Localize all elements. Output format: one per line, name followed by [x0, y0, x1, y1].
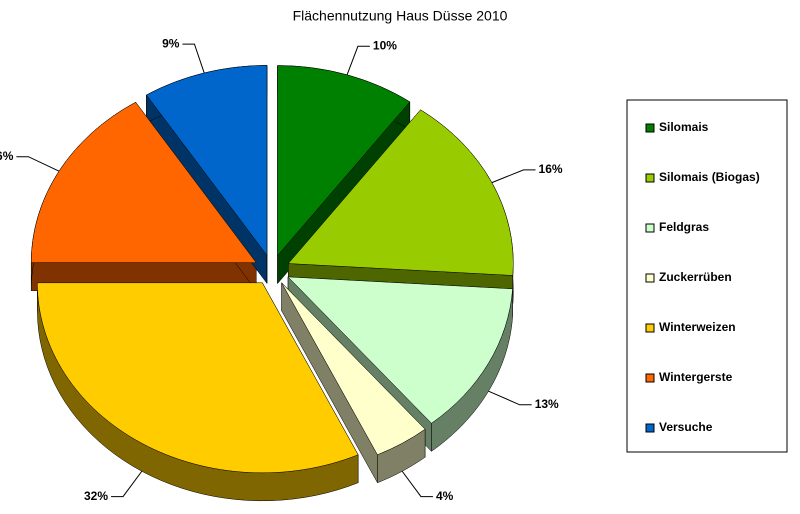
legend-label: Wintergerste	[659, 370, 733, 384]
legend-label: Versuche	[659, 420, 713, 434]
legend-swatch	[645, 223, 655, 233]
legend-swatch	[645, 423, 655, 433]
pie-slice	[277, 65, 411, 257]
legend-label: Silomais (Biogas)	[659, 170, 760, 184]
pie-slice	[30, 101, 257, 263]
leader-line	[111, 470, 143, 498]
legend-label: Winterweizen	[659, 320, 736, 334]
pie-slice	[37, 282, 359, 474]
chart-title: Flächennutzung Haus Düsse 2010	[293, 8, 508, 24]
leader-line	[346, 45, 370, 76]
data-label: 16%	[539, 162, 563, 176]
leader-line	[16, 156, 60, 172]
legend-swatch	[645, 323, 655, 333]
leader-line	[401, 470, 433, 498]
data-label: 32%	[84, 489, 108, 503]
pie-slice	[281, 282, 426, 456]
leader-line	[182, 43, 205, 74]
legend-swatch	[645, 373, 655, 383]
legend-swatch	[645, 173, 655, 183]
pie-slice	[287, 276, 513, 424]
leader-line	[491, 169, 536, 184]
legend-label: Silomais	[659, 120, 709, 134]
leader-line	[488, 390, 532, 406]
data-label: 10%	[373, 38, 397, 52]
data-label: 16%	[0, 149, 14, 163]
data-label: 13%	[535, 397, 559, 411]
pie-slice	[287, 109, 514, 276]
legend-label: Zuckerrüben	[659, 270, 732, 284]
data-label: 9%	[162, 36, 180, 50]
legend-label: Feldgras	[659, 220, 709, 234]
legend-swatch	[645, 123, 655, 133]
data-label: 4%	[436, 489, 454, 503]
pie-slice	[146, 65, 268, 257]
legend-swatch	[645, 273, 655, 283]
